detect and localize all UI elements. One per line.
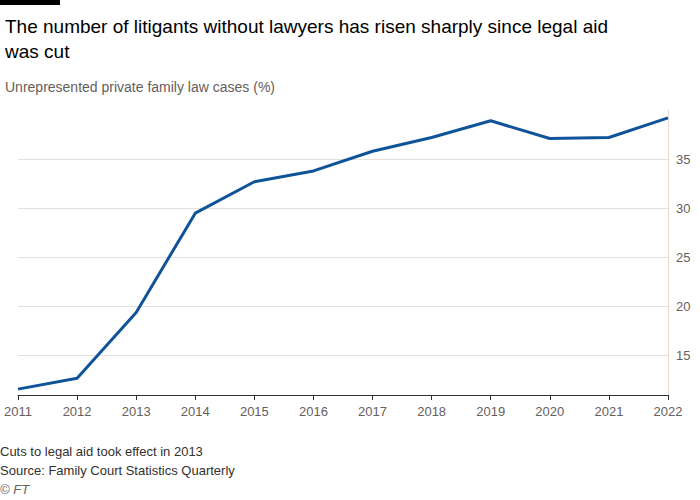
svg-text:2012: 2012 bbox=[63, 404, 92, 419]
svg-text:Cuts to legal aid took effect: Cuts to legal aid took effect in 2013 bbox=[0, 444, 203, 459]
svg-text:2019: 2019 bbox=[476, 404, 505, 419]
svg-text:2020: 2020 bbox=[535, 404, 564, 419]
svg-text:© FT: © FT bbox=[0, 482, 30, 497]
svg-text:The number of litigants withou: The number of litigants without lawyers … bbox=[5, 16, 613, 37]
svg-text:30: 30 bbox=[676, 201, 690, 216]
svg-text:2018: 2018 bbox=[417, 404, 446, 419]
svg-text:2021: 2021 bbox=[594, 404, 623, 419]
svg-text:was cut: was cut bbox=[4, 41, 70, 62]
svg-text:25: 25 bbox=[676, 250, 690, 265]
svg-text:Source: Family Court Statistic: Source: Family Court Statistics Quarterl… bbox=[0, 463, 235, 478]
svg-text:2013: 2013 bbox=[122, 404, 151, 419]
svg-text:20: 20 bbox=[676, 299, 690, 314]
svg-text:2017: 2017 bbox=[358, 404, 387, 419]
svg-text:2022: 2022 bbox=[654, 404, 683, 419]
svg-text:2016: 2016 bbox=[299, 404, 328, 419]
svg-text:2014: 2014 bbox=[181, 404, 210, 419]
svg-text:35: 35 bbox=[676, 152, 690, 167]
svg-text:2015: 2015 bbox=[240, 404, 269, 419]
svg-text:15: 15 bbox=[676, 348, 690, 363]
svg-text:2011: 2011 bbox=[4, 404, 32, 419]
svg-text:Unrepresented private family l: Unrepresented private family law cases (… bbox=[5, 79, 275, 95]
